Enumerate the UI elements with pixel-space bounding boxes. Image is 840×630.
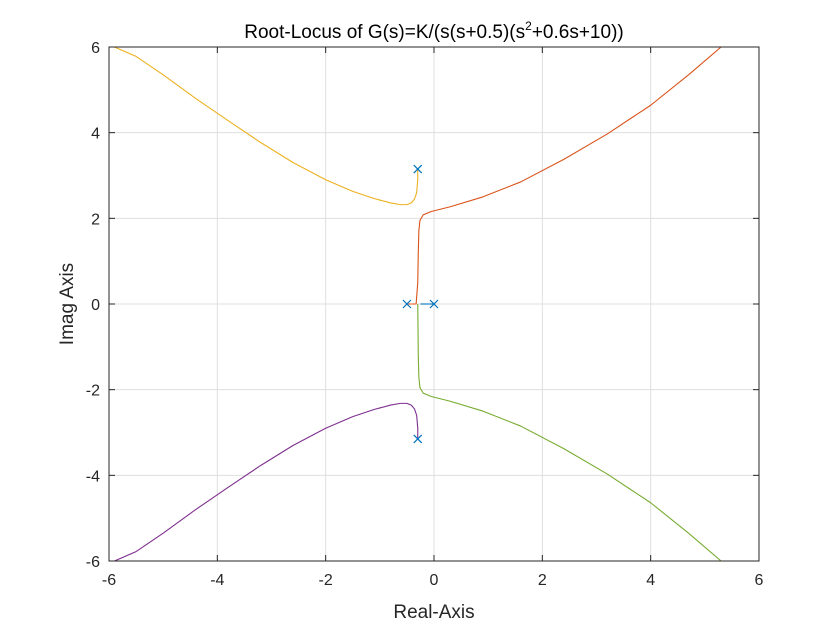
x-tick-label: 4 — [646, 572, 655, 589]
x-tick-label: 2 — [538, 572, 547, 589]
locus-branch-3 — [417, 303, 722, 561]
x-tick-label: 6 — [755, 572, 764, 589]
y-tick-labels: -6 -4 -2 0 2 4 6 — [86, 40, 100, 571]
x-tick-label: -2 — [319, 572, 333, 589]
y-tick-label: 6 — [91, 40, 100, 57]
locus-branch-2 — [406, 47, 722, 305]
y-tick-label: -2 — [86, 383, 100, 400]
y-axis-label: Imag Axis — [57, 263, 78, 345]
y-tick-label: -4 — [86, 468, 100, 485]
pole-marker — [413, 164, 423, 174]
x-axis-label: Real-Axis — [393, 602, 474, 623]
locus-branch-4 — [114, 402, 419, 561]
pole-marker — [413, 434, 423, 444]
pole-marker — [429, 299, 439, 309]
tick-marks — [108, 46, 760, 562]
x-tick-label: -6 — [102, 572, 116, 589]
title-prefix: Root-Locus of G(s)=K/(s(s+0.5)(s — [244, 22, 525, 43]
locus-branches — [114, 47, 722, 561]
pole-markers — [402, 164, 439, 444]
x-tick-label: 0 — [430, 572, 439, 589]
y-tick-label: 2 — [91, 211, 100, 228]
title-suffix: +0.6s+10)) — [532, 22, 624, 43]
locus-branch-1 — [114, 47, 419, 206]
y-tick-label: 0 — [91, 297, 100, 314]
x-tick-labels: -6 -4 -2 0 2 4 6 — [102, 572, 764, 589]
y-tick-label: 4 — [91, 126, 100, 143]
chart-title: Root-Locus of G(s)=K/(s(s+0.5)(s2+0.6s+1… — [244, 19, 623, 43]
y-tick-label: -6 — [86, 554, 100, 571]
x-tick-label: -4 — [210, 572, 224, 589]
title-superscript: 2 — [525, 19, 532, 33]
pole-marker — [402, 299, 412, 309]
